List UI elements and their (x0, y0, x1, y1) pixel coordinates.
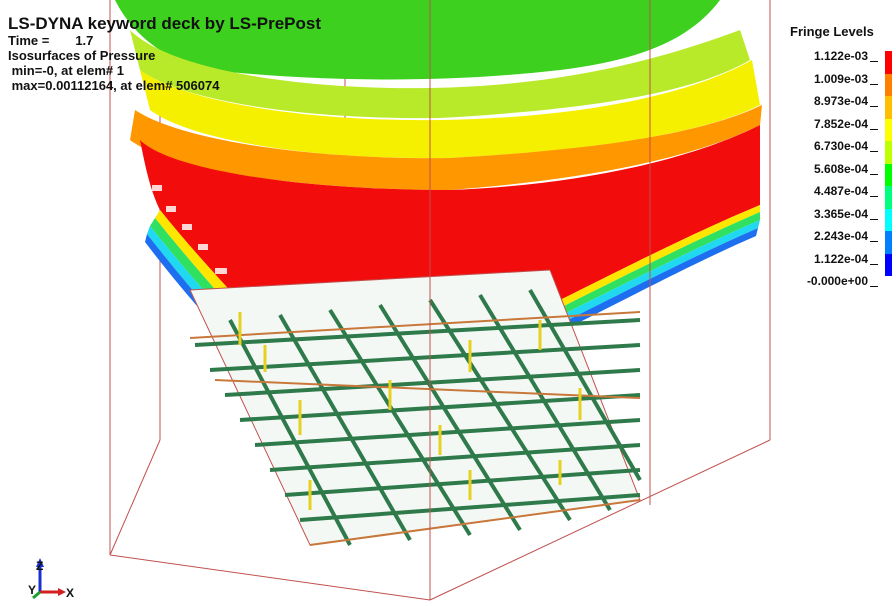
legend-row: 8.973e-04 (784, 84, 896, 107)
axis-triad: Z Y X (28, 558, 74, 600)
min-readout: min=-0, at elem# 1 (8, 63, 321, 78)
legend-row: -0.000e+00 (784, 264, 896, 287)
legend-row: 5.608e-04 (784, 152, 896, 175)
legend-row: 3.365e-04 (784, 197, 896, 220)
time-readout: Time = 1.7 (8, 33, 321, 48)
legend-row: 4.487e-04 (784, 174, 896, 197)
legend-row: 1.122e-04 (784, 242, 896, 265)
legend-row: 7.852e-04 (784, 107, 896, 130)
legend-row: 1.122e-03 (784, 39, 896, 62)
time-value: 1.7 (75, 33, 93, 48)
result-type: Isosurfaces of Pressure (8, 48, 321, 63)
legend-row: 6.730e-04 (784, 129, 896, 152)
deck-title: LS-DYNA keyword deck by LS-PrePost (8, 14, 321, 33)
time-label: Time = (8, 33, 49, 48)
x-axis-label: X (66, 586, 74, 600)
legend-row: 2.243e-04 (784, 219, 896, 242)
legend-title: Fringe Levels (790, 24, 896, 39)
max-readout: max=0.00112164, at elem# 506074 (8, 78, 321, 93)
plot-header: LS-DYNA keyword deck by LS-PrePost Time … (8, 14, 321, 93)
y-axis-label: Y (28, 583, 36, 597)
legend-level-value: -0.000e+00 (807, 274, 868, 288)
legend-row: 1.009e-03 (784, 62, 896, 85)
z-axis-label: Z (36, 559, 43, 573)
legend-rows: 1.122e-03 1.009e-03 8.973e-04 7.852e-04 6.73… (784, 39, 896, 287)
fringe-legend: Fringe Levels 1.122e-03 1.009e-03 8.973e-0… (784, 24, 896, 287)
